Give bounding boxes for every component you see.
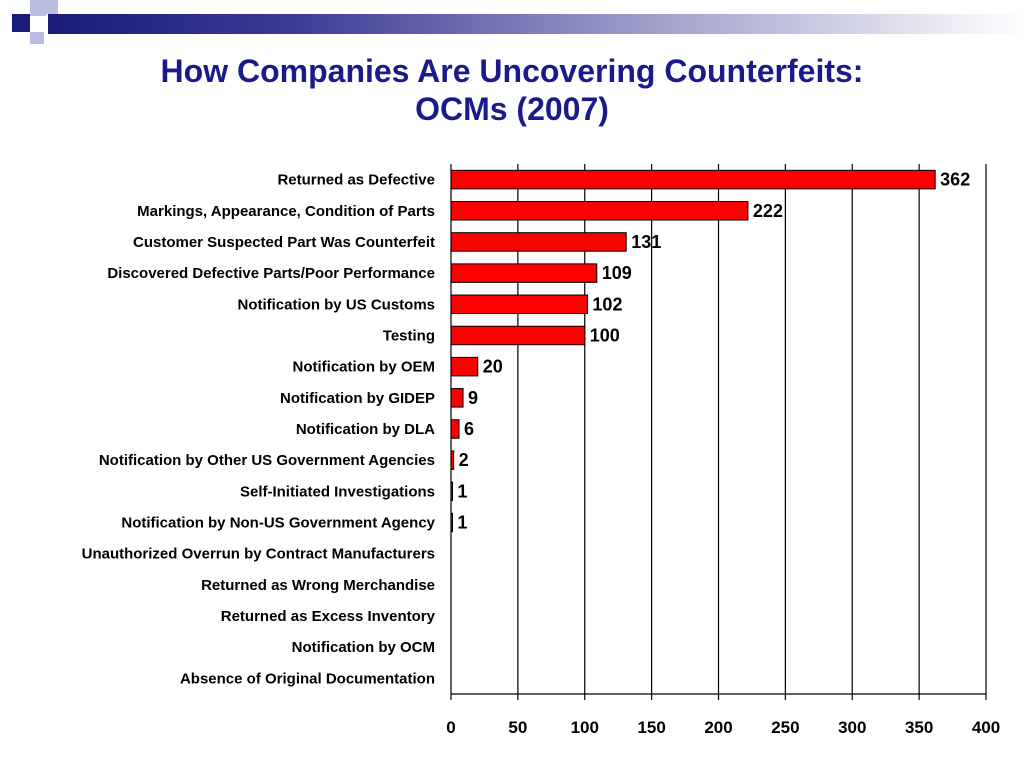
x-tick-label: 300 — [838, 718, 866, 737]
x-tick-label: 350 — [905, 718, 933, 737]
bar — [450, 356, 479, 377]
category-label: Absence of Original Documentation — [180, 670, 435, 687]
x-tick-label: 150 — [637, 718, 665, 737]
category-label: Notification by Other US Government Agen… — [99, 452, 435, 469]
category-label: Notification by DLA — [296, 421, 435, 438]
data-label: 1 — [457, 513, 467, 533]
bar — [450, 325, 586, 346]
x-tick-label: 100 — [571, 718, 599, 737]
x-tick-label: 0 — [446, 718, 455, 737]
category-label: Returned as Defective — [277, 172, 435, 189]
x-tick-label: 400 — [972, 718, 1000, 737]
data-label: 362 — [940, 170, 970, 190]
category-label: Testing — [383, 327, 435, 344]
data-label: 1 — [457, 481, 467, 501]
banner-gradient-bar — [48, 14, 1024, 34]
category-label: Notification by US Customs — [237, 296, 435, 313]
banner-square-light — [46, 0, 58, 14]
category-label: Returned as Excess Inventory — [221, 608, 436, 625]
bar — [450, 419, 460, 439]
data-label: 109 — [602, 263, 632, 283]
data-label: 2 — [459, 450, 469, 470]
data-label: 20 — [483, 357, 503, 377]
category-label: Customer Suspected Part Was Counterfeit — [133, 234, 435, 251]
category-label: Self-Initiated Investigations — [240, 483, 435, 500]
x-tick-label: 200 — [704, 718, 732, 737]
slide-title-line-2: OCMs (2007) — [415, 91, 609, 127]
category-label: Markings, Appearance, Condition of Parts — [137, 203, 435, 220]
bar — [450, 294, 588, 315]
banner-square-light — [30, 0, 46, 16]
category-label: Unauthorized Overrun by Contract Manufac… — [82, 546, 435, 563]
slide-title-line-1: How Companies Are Uncovering Counterfeit… — [160, 53, 864, 89]
data-label: 222 — [753, 201, 783, 221]
category-label: Notification by OEM — [293, 359, 436, 376]
banner-square-light — [30, 32, 44, 44]
slide-title: How Companies Are Uncovering Counterfeit… — [0, 52, 1024, 128]
banner-square-dark — [12, 14, 30, 32]
x-tick-label: 50 — [508, 718, 527, 737]
data-label: 6 — [464, 419, 474, 439]
category-label: Notification by Non-US Government Agency — [121, 515, 435, 532]
bar — [450, 232, 627, 252]
bar — [450, 263, 598, 283]
category-label: Notification by OCM — [292, 639, 435, 656]
category-label: Discovered Defective Parts/Poor Performa… — [107, 265, 435, 282]
x-tick-label: 250 — [771, 718, 799, 737]
category-label: Returned as Wrong Merchandise — [201, 577, 435, 594]
banner-square-white — [32, 18, 46, 32]
category-label: Notification by GIDEP — [280, 390, 435, 407]
data-label: 131 — [631, 232, 661, 252]
data-label: 102 — [592, 294, 622, 314]
bar — [450, 388, 464, 408]
data-label: 9 — [468, 388, 478, 408]
bar — [450, 169, 936, 190]
header-banner — [0, 0, 1024, 44]
bar — [450, 201, 749, 221]
data-label: 100 — [590, 325, 620, 345]
